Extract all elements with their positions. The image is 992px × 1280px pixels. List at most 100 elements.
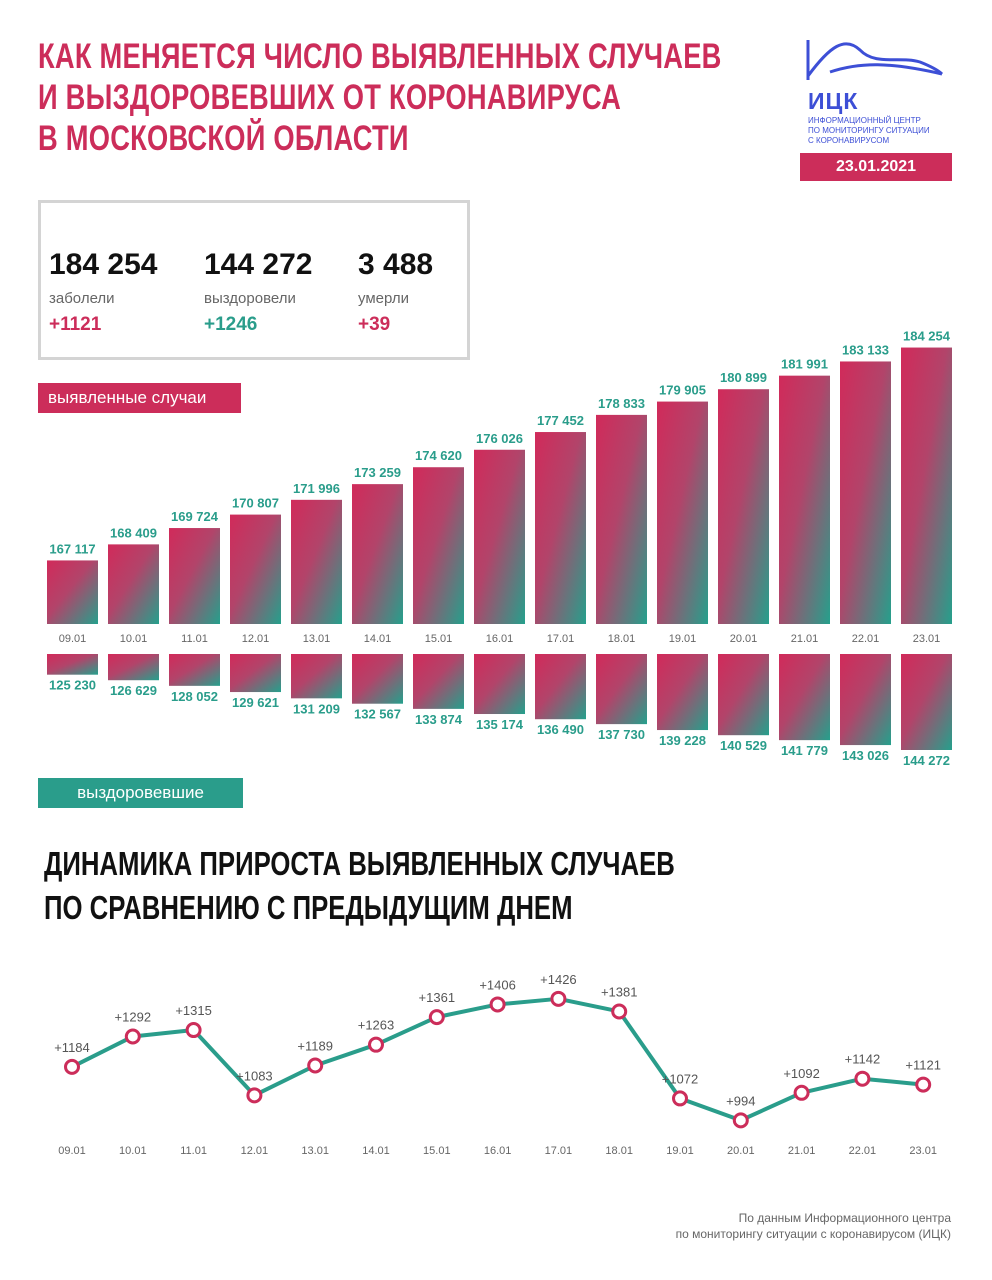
growth-point-label: +994 — [726, 1093, 755, 1108]
recovered-bar — [657, 654, 708, 731]
recovered-bar-label: 132 567 — [354, 707, 401, 722]
cases-bar-label: 174 620 — [415, 448, 462, 463]
recovered-bar-label: 140 529 — [720, 738, 767, 753]
cases-x-tick: 19.01 — [669, 633, 697, 645]
recovered-bar-chart: 125 230 126 629 128 052 129 621 131 209 132 5… — [47, 654, 952, 768]
growth-point — [124, 1028, 141, 1045]
recovered-bar-label: 135 174 — [476, 717, 524, 732]
recovered-bar-label: 141 779 — [781, 743, 828, 758]
cases-bar-label: 181 991 — [781, 357, 828, 372]
growth-point — [672, 1090, 688, 1107]
title-line-2: и выздоровевших от коронавируса — [38, 78, 622, 117]
logo-abbr: ИЦК — [808, 88, 859, 114]
cases-x-tick: 10.01 — [120, 633, 148, 645]
cases-bar-label: 180 899 — [720, 370, 767, 385]
recovered-bar — [291, 654, 342, 699]
growth-point-label: +1121 — [905, 1058, 941, 1073]
growth-point-label: +1142 — [845, 1052, 881, 1067]
summary-box: 184 254 заболели +1121 144 272 выздорове… — [38, 200, 470, 360]
recovered-bar — [779, 654, 830, 741]
recovered-bar — [718, 654, 769, 736]
growth-point — [64, 1058, 80, 1075]
growth-point — [732, 1112, 749, 1129]
cases-bar-label: 176 026 — [476, 431, 523, 446]
stat-deaths: 3 488 умерли +39 — [358, 247, 433, 336]
growth-x-tick: 20.01 — [727, 1145, 755, 1157]
recovered-bar-label: 131 209 — [293, 701, 340, 716]
growth-x-tick: 21.01 — [788, 1145, 816, 1157]
growth-point — [368, 1036, 384, 1053]
growth-point-label: +1426 — [540, 972, 577, 987]
growth-point-label: +1381 — [601, 984, 638, 999]
cases-bar — [657, 401, 708, 624]
cases-bar — [108, 544, 159, 624]
logo-wave-icon — [806, 40, 944, 80]
growth-x-tick: 14.01 — [362, 1145, 390, 1157]
cases-x-tick: 21.01 — [791, 633, 819, 645]
cases-bar — [596, 414, 647, 624]
cases-bar-chart: 167 117 09.01 168 409 10.01 169 724 11.01 170 … — [47, 329, 952, 645]
cases-x-tick: 09.01 — [59, 633, 87, 645]
cases-x-tick: 22.01 — [852, 633, 880, 645]
cases-bar — [230, 514, 281, 624]
cases-x-tick: 20.01 — [730, 633, 758, 645]
growth-point-label: +1315 — [175, 1003, 212, 1018]
cases-x-tick: 15.01 — [425, 633, 453, 645]
stat-cases-value: 184 254 — [49, 248, 158, 281]
recovered-bar — [596, 654, 647, 725]
cases-bar-label: 168 409 — [110, 525, 157, 540]
section-title: Динамика прироста выявленных случаев по … — [44, 842, 675, 930]
growth-point — [246, 1087, 263, 1104]
cases-x-tick: 18.01 — [608, 633, 636, 645]
growth-point-label: +1072 — [662, 1071, 699, 1086]
cases-bar-label: 178 833 — [598, 396, 645, 411]
cases-bar — [718, 389, 769, 624]
stat-cases-delta: +1121 — [49, 314, 102, 335]
recovered-bar-label: 128 052 — [171, 689, 218, 704]
growth-x-tick: 17.01 — [545, 1145, 573, 1157]
cases-bar — [474, 449, 525, 624]
tag-recovered: выздоровевшие — [38, 778, 243, 808]
cases-bar-label: 170 807 — [232, 496, 279, 511]
logo-subtitle-line-2: по мониторингу ситуации — [808, 126, 930, 135]
cases-bar — [535, 432, 586, 624]
stat-recovered: 144 272 выздоровели +1246 — [204, 247, 312, 336]
growth-point — [611, 1003, 628, 1020]
footer-line-1: По данным Информационного центра — [738, 1211, 951, 1225]
stat-recovered-label: выздоровели — [204, 290, 296, 307]
cases-x-tick: 16.01 — [486, 633, 514, 645]
tag-cases: выявленные случаи — [38, 383, 241, 413]
growth-point — [550, 990, 567, 1007]
growth-x-tick: 22.01 — [849, 1145, 877, 1157]
growth-point-label: +1406 — [479, 977, 516, 992]
cases-bar — [901, 347, 952, 624]
footer-line-2: по мониторингу ситуации с коронавирусом … — [675, 1227, 951, 1241]
growth-x-tick: 18.01 — [605, 1145, 633, 1157]
recovered-bar — [474, 654, 525, 715]
growth-x-tick: 12.01 — [241, 1145, 269, 1157]
growth-x-tick: 11.01 — [180, 1145, 207, 1157]
growth-line-chart: +1184 09.01 +1292 10.01 +1315 11.01 +1083 12.01… — [54, 972, 941, 1157]
recovered-bar-label: 133 874 — [415, 712, 463, 727]
growth-x-tick: 09.01 — [58, 1145, 86, 1157]
title-line-3: в Московской области — [38, 119, 409, 158]
growth-point — [185, 1022, 202, 1039]
section-title-line-2: по сравнению с предыдущим днем — [44, 889, 573, 926]
cases-bar — [47, 560, 98, 624]
stat-deaths-value: 3 488 — [358, 248, 434, 281]
growth-point — [793, 1084, 810, 1101]
cases-bar-label: 183 133 — [842, 342, 889, 357]
cases-x-tick: 11.01 — [181, 633, 208, 645]
cases-x-tick: 14.01 — [364, 633, 392, 645]
recovered-bar — [169, 654, 220, 686]
recovered-bar — [47, 654, 98, 675]
growth-point — [307, 1057, 324, 1074]
cases-bar — [413, 467, 464, 624]
cases-x-tick: 23.01 — [913, 633, 941, 645]
growth-point-label: +1292 — [115, 1010, 152, 1025]
cases-bar-label: 173 259 — [354, 465, 401, 480]
growth-x-tick: 10.01 — [119, 1145, 147, 1157]
recovered-bar — [413, 654, 464, 709]
cases-bar — [169, 528, 220, 624]
